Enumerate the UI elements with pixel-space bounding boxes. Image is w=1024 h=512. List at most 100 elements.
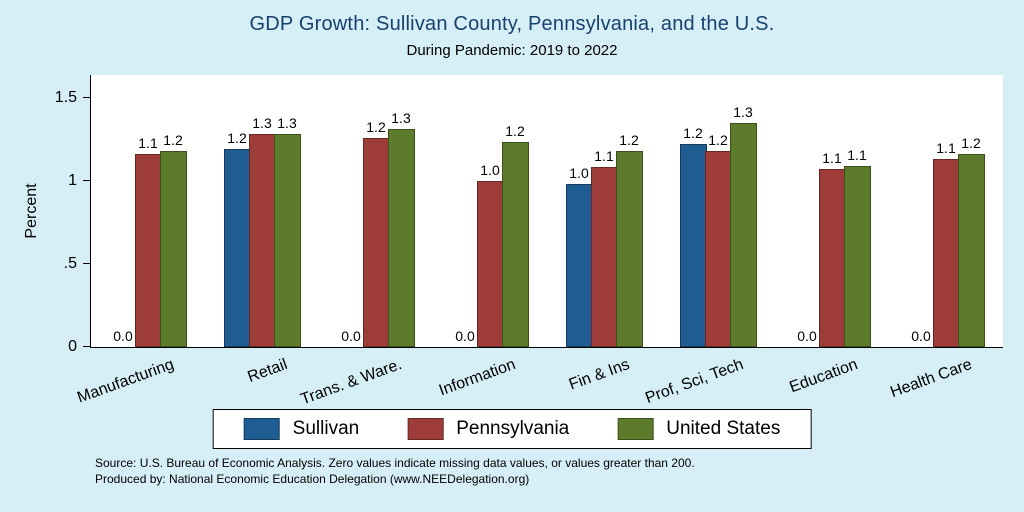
x-axis-category-label: Trans. & Ware.: [298, 356, 404, 409]
bar-slot: 1.1: [590, 148, 618, 347]
y-tick-mark: [83, 97, 91, 98]
bar-slot: 1.2: [159, 131, 187, 347]
y-tick-mark: [83, 180, 91, 181]
bar: [248, 134, 276, 347]
bar-value-label: 1.3: [277, 115, 297, 132]
bar-value-label: 1.3: [733, 103, 753, 120]
bar-value-label: 1.3: [252, 115, 272, 132]
bar-value-label: 1.1: [822, 150, 842, 167]
legend-item-sullivan: Sullivan: [243, 418, 360, 440]
y-axis-label: Percent: [23, 183, 40, 239]
bar: [843, 165, 871, 347]
bar-slot: 1.0: [565, 164, 593, 347]
bar: [362, 137, 390, 347]
x-axis-category-label: Fin & Ins: [566, 356, 632, 394]
bar: [501, 142, 529, 347]
x-axis-category-label: Prof, Sci, Tech: [643, 356, 746, 408]
bar-value-label: 1.2: [683, 125, 703, 142]
bar-slot: 1.2: [957, 135, 985, 347]
bar-value-label: 1.1: [847, 146, 867, 163]
x-axis-category-label: Health Care: [887, 356, 974, 402]
bar-value-label: 1.2: [619, 131, 639, 148]
bar-value-label: 1.0: [569, 164, 589, 181]
bar-slot: 1.2: [615, 131, 643, 347]
bar: [273, 134, 301, 347]
bar-slot: 1.1: [843, 146, 871, 347]
bar-value-label: 1.2: [227, 130, 247, 147]
x-axis-category-label: Retail: [245, 356, 290, 386]
y-tick-mark: [83, 346, 91, 347]
bar-value-label: 1.1: [138, 135, 158, 152]
bar: [565, 183, 593, 347]
bar: [704, 150, 732, 347]
legend-item-united-states: United States: [617, 418, 780, 440]
bar: [932, 159, 960, 347]
bar: [476, 180, 504, 347]
bar-group: 0.0 1.1 1.1 Education: [787, 75, 871, 396]
legend-swatch: [407, 418, 444, 440]
bar-groups: 0.0 1.1 1.2 Manufacturing 1.2 1.3 1.3 Retail 0.0…: [75, 75, 1003, 408]
x-axis-category-label: Education: [787, 356, 860, 397]
chart-subtitle: During Pandemic: 2019 to 2022: [406, 42, 618, 59]
bar-value-label: 0.0: [911, 328, 931, 344]
bar-value-label: 0.0: [797, 328, 817, 344]
bar-slot: 0.0: [909, 328, 934, 347]
legend-swatch: [617, 418, 654, 440]
bar-slot: 1.2: [223, 130, 251, 347]
bar-slot: 1.3: [248, 115, 276, 347]
bar-slot: 1.1: [818, 150, 846, 347]
bar: [134, 154, 162, 347]
bar-value-label: 1.2: [505, 123, 525, 140]
bar: [679, 144, 707, 347]
footnotes: Source: U.S. Bureau of Economic Analysis…: [95, 456, 695, 487]
legend-label: Sullivan: [292, 418, 360, 439]
x-axis-category-label: Manufacturing: [74, 356, 176, 407]
bar-value-label: 0.0: [455, 328, 475, 344]
bar-slot: 1.3: [387, 110, 415, 347]
bar: [223, 149, 251, 347]
bar-group: 1.2 1.2 1.3 Prof, Sci, Tech: [643, 75, 757, 407]
x-axis-category-label: Information: [436, 356, 518, 400]
bar: [590, 167, 618, 347]
bar-value-label: 1.2: [366, 118, 386, 135]
bar-slot: 1.3: [729, 103, 757, 347]
producer-note: Produced by: National Economic Education…: [95, 471, 530, 486]
bar-group: 0.0 1.0 1.2 Information: [437, 75, 529, 399]
bar-slot: 0.0: [795, 328, 820, 347]
bar-slot: 0.0: [453, 328, 478, 347]
bar-value-label: 1.3: [391, 110, 411, 127]
bar-value-label: 1.2: [708, 131, 728, 148]
bar: [818, 169, 846, 347]
bar-group: 0.0 1.1 1.2 Manufacturing: [75, 75, 187, 407]
bar-slot: 0.0: [111, 328, 136, 347]
bar: [957, 154, 985, 347]
bar-slot: 1.2: [704, 131, 732, 347]
bar-value-label: 1.1: [594, 148, 614, 165]
bar-slot: 1.2: [362, 118, 390, 347]
bar: [387, 129, 415, 347]
legend-label: United States: [666, 418, 781, 439]
chart-title: GDP Growth: Sullivan County, Pennsylvani…: [249, 13, 775, 35]
bar-value-label: 0.0: [341, 328, 361, 344]
bar-value-label: 1.2: [163, 131, 183, 148]
source-note: Source: U.S. Bureau of Economic Analysis…: [95, 456, 695, 470]
y-tick-label: 1.5: [54, 89, 77, 106]
y-tick-mark: [83, 263, 91, 264]
bar-slot: 1.1: [134, 135, 162, 347]
bar-value-label: 1.2: [961, 135, 981, 152]
bar-value-label: 1.1: [936, 140, 956, 157]
legend-label: Pennsylvania: [456, 418, 570, 439]
bar-slot: 0.0: [339, 328, 364, 347]
bar-slot: 1.2: [501, 123, 529, 347]
bar-group: 1.0 1.1 1.2 Fin & Ins: [565, 75, 643, 394]
y-tick-label: 1: [68, 172, 77, 189]
bar-slot: 1.2: [679, 125, 707, 347]
y-tick-label: .5: [63, 255, 77, 272]
plot-area: 0.0 1.1 1.2 Manufacturing 1.2 1.3 1.3 Retail 0.0…: [55, 75, 1003, 408]
bar-slot: 1.0: [476, 162, 504, 347]
bar: [159, 150, 187, 347]
bar-group: 0.0 1.1 1.2 Health Care: [888, 75, 985, 401]
bar-slot: 1.1: [932, 140, 960, 347]
legend-item-pennsylvania: Pennsylvania: [407, 418, 569, 440]
